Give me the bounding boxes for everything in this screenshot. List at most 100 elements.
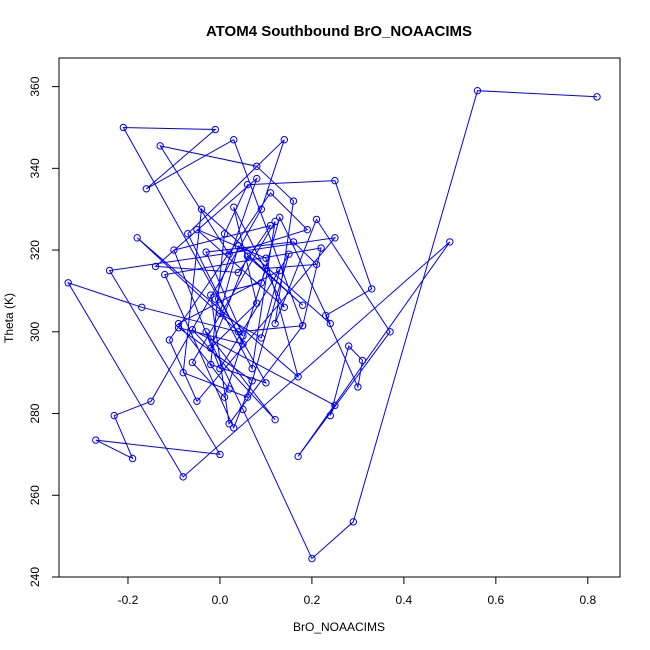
- data-point: [230, 136, 238, 144]
- data-point: [216, 309, 224, 318]
- y-axis-label: Theta (K): [2, 293, 16, 343]
- data-point: [179, 368, 187, 377]
- data-point: [271, 217, 279, 226]
- y-tick-label: 300: [28, 321, 42, 341]
- data-point: [446, 238, 454, 246]
- data-point: [225, 385, 233, 393]
- data-point: [257, 205, 266, 213]
- y-tick-label: 260: [28, 485, 42, 505]
- data-point: [280, 303, 289, 311]
- data-point: [211, 295, 220, 303]
- data-point: [133, 234, 141, 242]
- data-point: [344, 342, 353, 350]
- data-point: [239, 405, 247, 414]
- data-point: [253, 174, 261, 183]
- data-point: [193, 225, 201, 234]
- y-tick-label: 320: [28, 240, 42, 260]
- data-point: [243, 252, 252, 260]
- data-point: [262, 254, 270, 262]
- data-point: [156, 142, 164, 150]
- data-point: [184, 230, 192, 238]
- data-point: [211, 125, 220, 134]
- data-point: [331, 176, 339, 185]
- data-point: [64, 279, 72, 287]
- data-point: [110, 411, 118, 420]
- x-tick-label: 0.4: [396, 593, 413, 607]
- data-point: [593, 93, 601, 101]
- data-point: [317, 244, 325, 252]
- data-point: [147, 397, 155, 405]
- data-point: [386, 328, 394, 336]
- data-point: [322, 311, 330, 320]
- data-point: [161, 270, 169, 279]
- data-point: [271, 415, 279, 424]
- data-point: [266, 221, 275, 230]
- data-point: [326, 319, 335, 328]
- data-point: [119, 123, 128, 132]
- x-tick-label: 0.6: [488, 593, 505, 607]
- data-point: [138, 303, 146, 311]
- data-point: [331, 401, 339, 410]
- data-point: [207, 291, 215, 299]
- data-point: [280, 136, 289, 144]
- y-tick-label: 360: [28, 76, 42, 96]
- series-line: [67, 90, 598, 560]
- data-point: [188, 358, 197, 367]
- x-axis: -0.2 0.0 0.2 0.4 0.6 0.8: [118, 577, 596, 607]
- data-point: [358, 356, 367, 365]
- data-point: [312, 215, 321, 224]
- data-point: [202, 328, 210, 336]
- data-point: [234, 268, 243, 277]
- data-point: [248, 364, 256, 373]
- data-point: [225, 420, 233, 428]
- data-point: [299, 301, 307, 309]
- x-tick-label: 0.0: [212, 593, 229, 607]
- data-point: [174, 319, 183, 328]
- x-tick-label: -0.2: [118, 593, 139, 607]
- plot-frame: [58, 57, 621, 578]
- data-point: [367, 285, 376, 293]
- data-point: [294, 452, 302, 461]
- data-point: [299, 321, 307, 330]
- data-point: [354, 383, 362, 391]
- data-point: [230, 203, 238, 211]
- data-point: [92, 436, 100, 444]
- data-point: [225, 250, 233, 258]
- data-point: [248, 377, 256, 385]
- data-point: [285, 250, 293, 258]
- data-point: [326, 411, 335, 420]
- data-point: [243, 180, 252, 189]
- data-point: [271, 319, 279, 328]
- data-point: [202, 248, 210, 256]
- data-point: [128, 454, 137, 463]
- y-tick-label: 340: [28, 158, 42, 178]
- data-point: [312, 260, 321, 269]
- data-point: [253, 299, 261, 307]
- data-point: [216, 364, 224, 373]
- chart-title: ATOM4 Southbound BrO_NOAACIMS: [206, 23, 472, 40]
- data-point: [253, 162, 261, 170]
- data-point: [230, 424, 238, 432]
- data-point: [349, 518, 357, 526]
- data-point: [473, 86, 482, 95]
- data-point: [257, 279, 266, 287]
- y-axis: 240 260 280 300 320 340 360: [28, 76, 59, 587]
- data-point: [207, 344, 215, 352]
- series-layer: [64, 86, 601, 563]
- data-point: [257, 334, 266, 342]
- x-axis-label: BrO_NOAACIMS: [293, 620, 385, 634]
- data-point: [234, 242, 243, 250]
- data-point: [170, 246, 178, 254]
- data-point: [220, 393, 229, 401]
- data-point: [308, 554, 316, 563]
- data-point: [188, 326, 197, 334]
- data-point: [174, 324, 183, 332]
- data-point: [243, 393, 252, 401]
- data-point: [239, 332, 247, 340]
- data-point: [276, 213, 284, 222]
- y-tick-label: 280: [28, 403, 42, 423]
- data-point: [193, 397, 201, 405]
- data-point: [294, 373, 302, 381]
- data-point: [105, 266, 114, 275]
- data-point: [303, 225, 312, 234]
